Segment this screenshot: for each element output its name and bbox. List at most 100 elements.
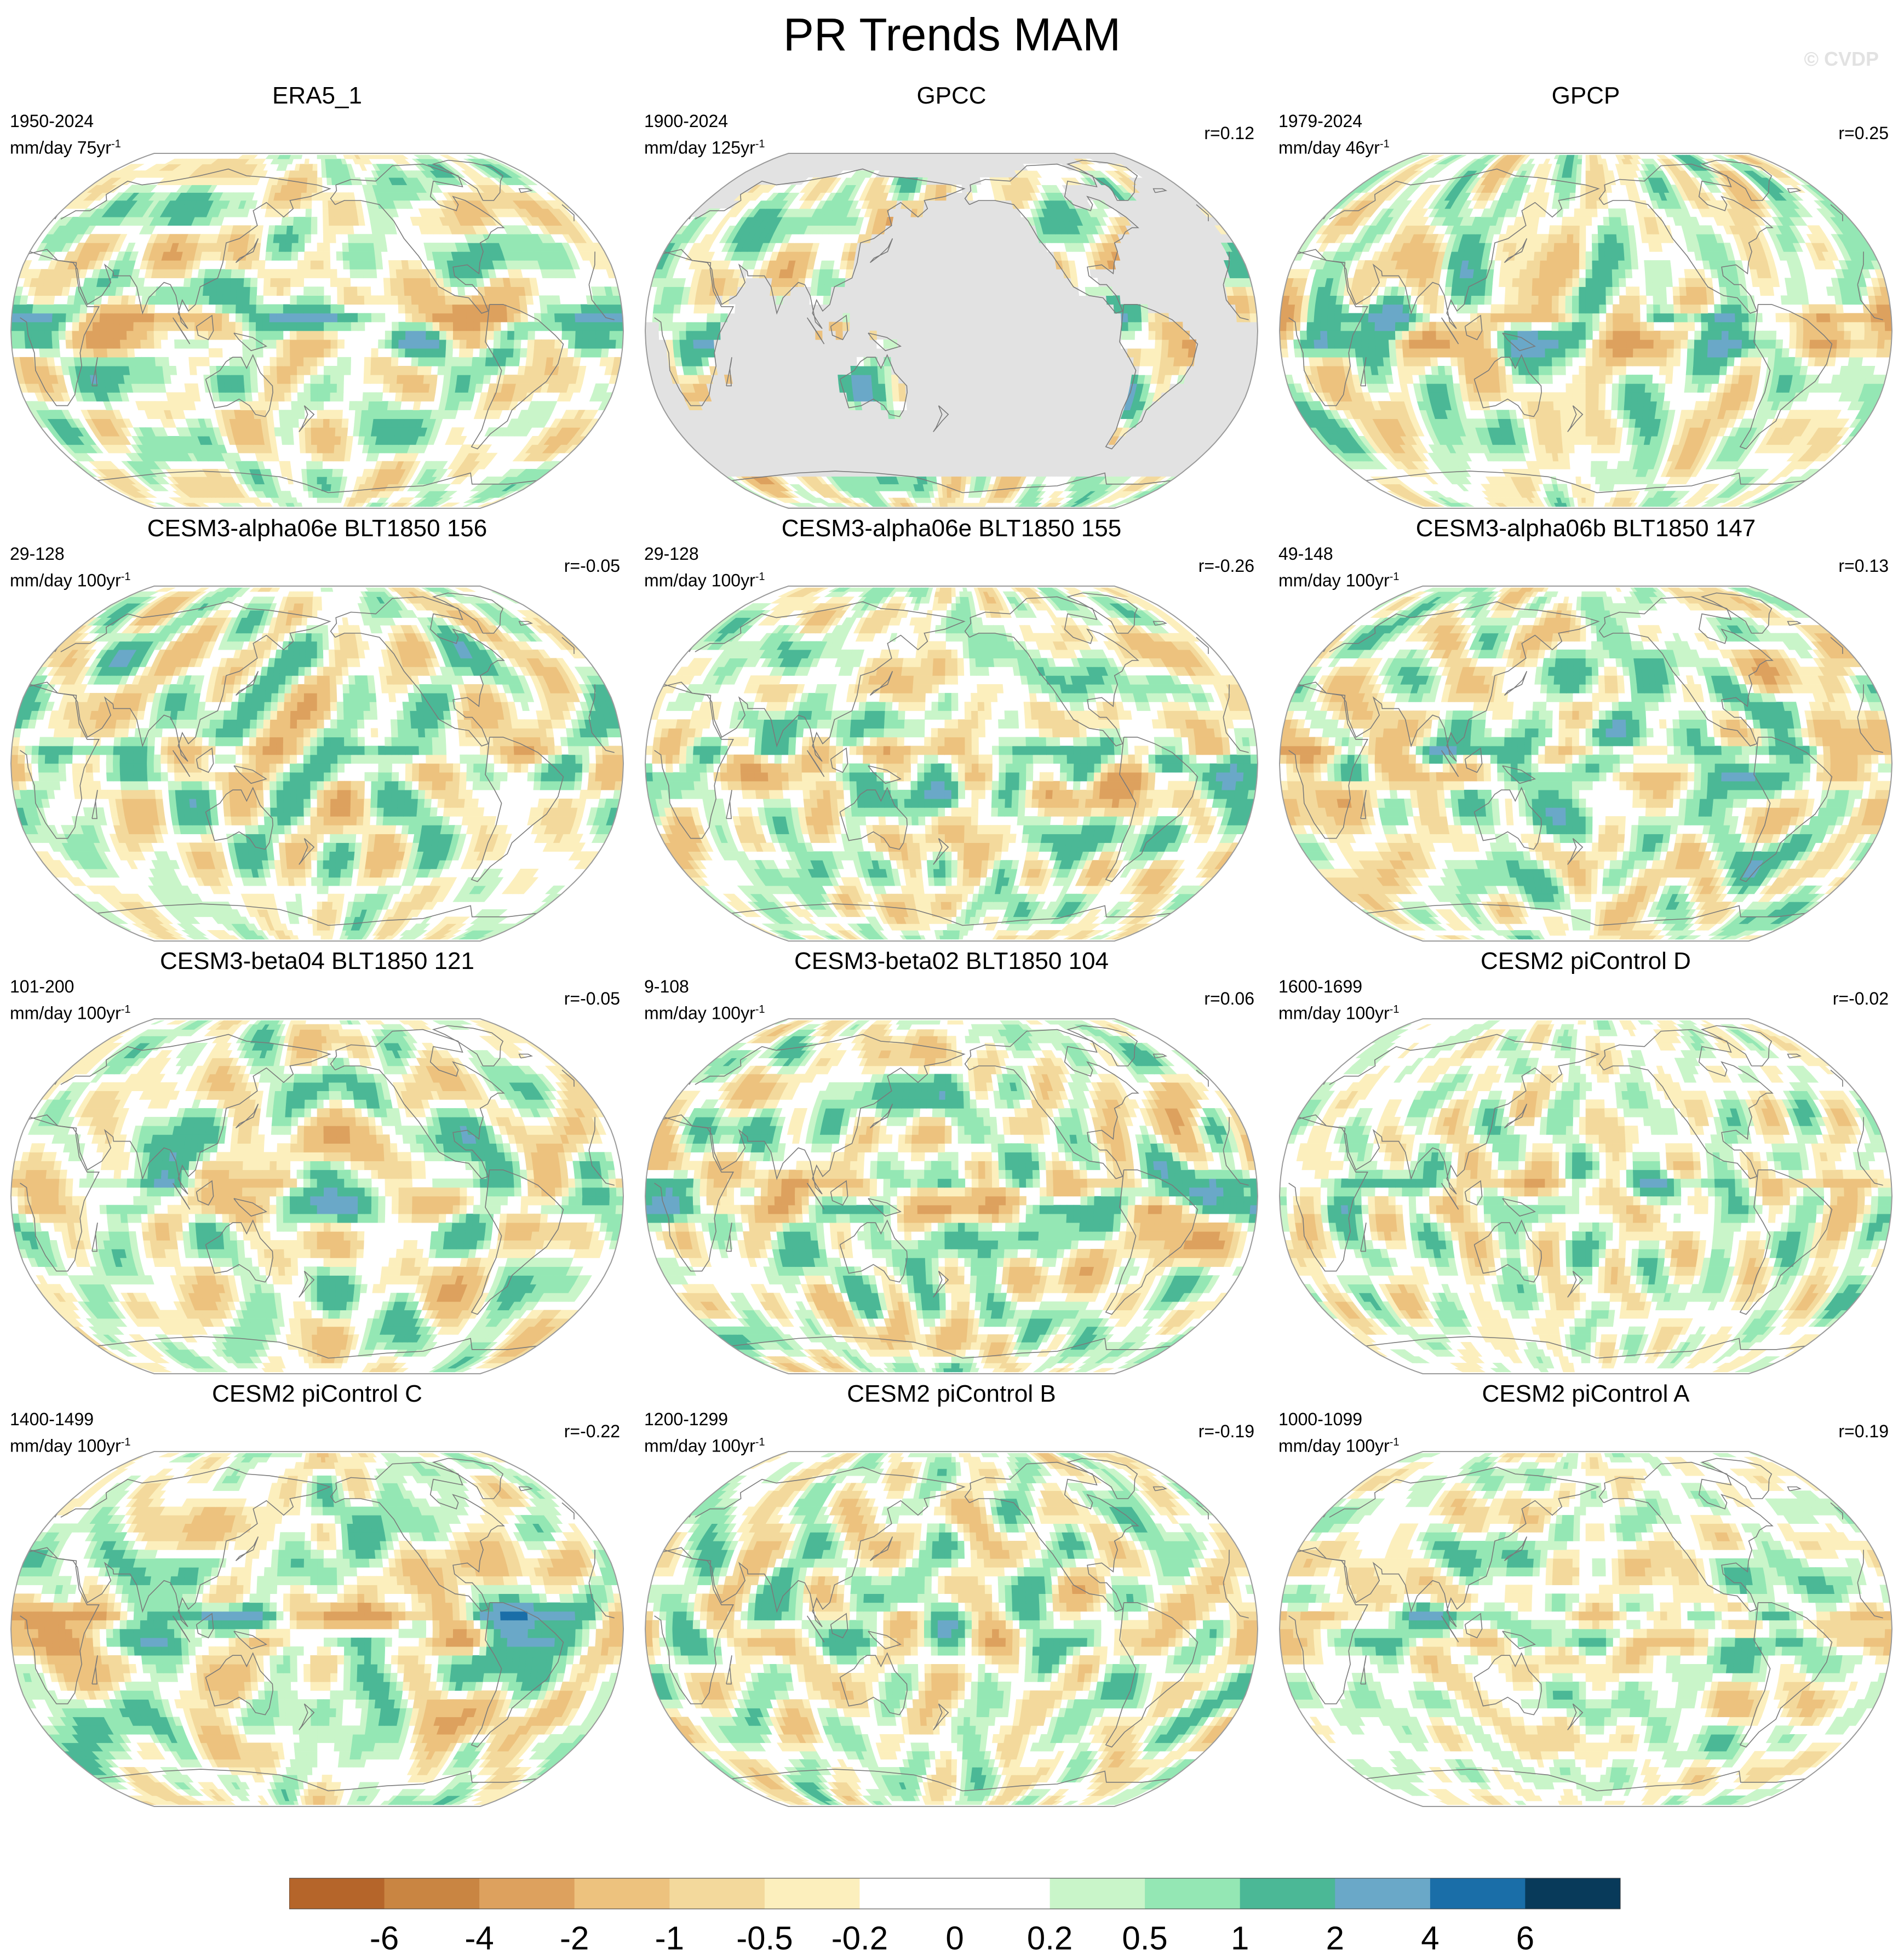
field-cell: [291, 234, 299, 243]
field-cell: [480, 444, 492, 454]
field-cell: [38, 322, 46, 331]
field-cell: [341, 477, 348, 485]
field-cell: [87, 357, 96, 366]
trend-field: [11, 153, 623, 508]
field-cell: [1174, 348, 1183, 358]
field-cell: [891, 375, 899, 384]
field-cell: [147, 313, 155, 323]
field-cell: [393, 401, 402, 410]
field-cell: [382, 383, 391, 393]
field-cell: [299, 444, 306, 454]
field-cell: [337, 313, 345, 323]
field-cell: [381, 401, 389, 410]
field-cell: [588, 339, 597, 349]
field-cell: [273, 234, 281, 243]
field-cell: [134, 357, 143, 366]
field-cell: [128, 164, 145, 171]
field-cell: [330, 269, 337, 278]
field-cell: [11, 322, 19, 331]
field-cell: [303, 251, 311, 261]
field-cell: [280, 427, 288, 437]
field-cell: [507, 339, 515, 349]
field-cell: [310, 330, 318, 340]
field-cell: [466, 304, 474, 314]
field-cell: [127, 348, 135, 358]
field-cell: [932, 484, 938, 491]
field-cell: [141, 357, 150, 366]
field-cell: [127, 339, 135, 349]
field-cell: [363, 269, 371, 278]
field-cell: [554, 322, 563, 331]
field-cell: [310, 348, 318, 358]
field-cell: [337, 322, 345, 331]
field-cell: [946, 477, 952, 485]
field-cell: [439, 313, 447, 323]
field-cell: [276, 322, 284, 331]
field-cell: [262, 330, 270, 340]
field-cell: [460, 330, 467, 340]
field-cell: [181, 313, 189, 323]
field-cell: [292, 225, 300, 234]
field-cell: [127, 304, 135, 314]
field-cell: [439, 497, 454, 503]
field-cell: [425, 357, 433, 366]
field-cell: [188, 295, 197, 305]
field-cell: [116, 234, 128, 243]
field-cell: [328, 208, 335, 217]
field-cell: [1601, 461, 1608, 469]
field-cell: [336, 383, 344, 393]
field-cell: [375, 392, 383, 401]
field-cell: [331, 154, 337, 159]
field-cell: [215, 348, 223, 358]
field-cell: [652, 304, 661, 314]
field-cell: [335, 410, 343, 419]
field-cell: [526, 348, 535, 358]
field-cell: [297, 392, 305, 401]
field-cell: [941, 477, 947, 485]
field-cell: [249, 330, 256, 340]
field-cell: [278, 251, 286, 261]
field-cell: [255, 225, 264, 234]
field-cell: [1576, 491, 1582, 498]
field-cell: [119, 313, 128, 323]
field-cell: [320, 158, 326, 164]
field-cell: [679, 322, 687, 331]
field-cell: [444, 154, 456, 159]
field-cell: [357, 286, 365, 296]
field-cell: [197, 269, 206, 278]
field-cell: [252, 251, 260, 261]
field-cell: [831, 269, 840, 278]
field-cell: [323, 295, 331, 305]
field-cell: [699, 313, 708, 323]
field-cell: [160, 322, 168, 331]
field-cell: [1155, 330, 1163, 340]
field-cell: [1142, 322, 1149, 331]
field-cell: [500, 339, 508, 349]
field-cell: [243, 278, 251, 287]
field-cell: [1591, 461, 1597, 469]
field-cell: [11, 330, 19, 340]
field-cell: [126, 330, 134, 340]
units-label: mm/day: [10, 138, 72, 158]
field-cell: [276, 339, 284, 349]
field-cell: [349, 269, 358, 278]
field-cell: [52, 304, 61, 314]
field-cell: [296, 304, 304, 314]
field-cell: [505, 357, 514, 366]
field-cell: [311, 452, 318, 462]
field-cell: [317, 295, 324, 305]
field-cell: [277, 392, 285, 401]
field-cell: [395, 383, 404, 393]
field-cell: [1141, 313, 1149, 323]
field-cell: [126, 322, 134, 331]
field-cell: [679, 313, 687, 323]
field-cell: [168, 295, 176, 305]
field-cell: [445, 304, 453, 314]
field-cell: [336, 278, 345, 287]
field-cell: [249, 339, 256, 349]
field-cell: [243, 375, 251, 384]
field-cell: [324, 330, 331, 340]
field-cell: [852, 383, 860, 393]
field-cell: [492, 304, 501, 314]
field-cell: [432, 322, 440, 331]
